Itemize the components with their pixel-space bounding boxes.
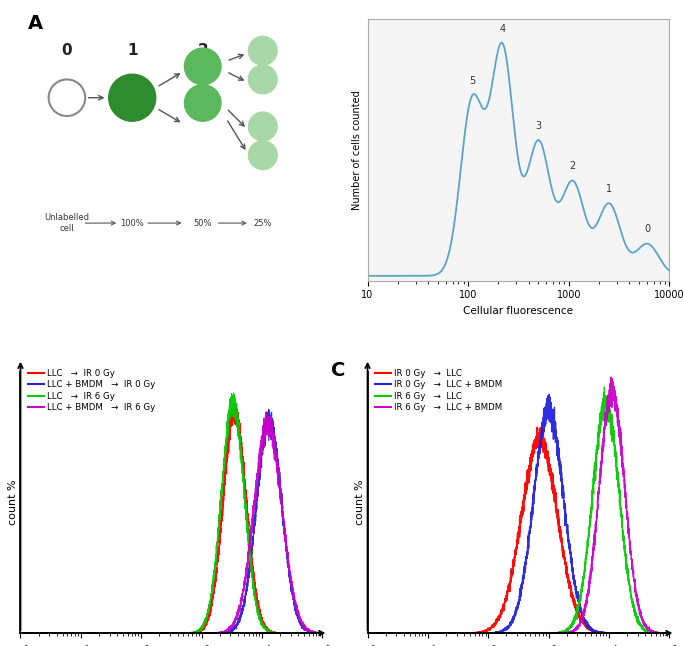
- Text: 0: 0: [61, 43, 72, 58]
- Y-axis label: count %: count %: [354, 480, 365, 525]
- Text: 100%: 100%: [120, 218, 144, 227]
- Circle shape: [48, 79, 85, 116]
- Circle shape: [249, 65, 277, 94]
- Text: 5: 5: [469, 76, 475, 86]
- Text: 1: 1: [127, 43, 137, 58]
- Text: 25%: 25%: [253, 218, 272, 227]
- X-axis label: Cellular fluorescence: Cellular fluorescence: [464, 306, 574, 316]
- Legend: LLC   →  IR 0 Gy, LLC + BMDM   →  IR 0 Gy, LLC   →  IR 6 Gy, LLC + BMDM   →  IR : LLC → IR 0 Gy, LLC + BMDM → IR 0 Gy, LLC…: [25, 366, 159, 415]
- Y-axis label: Number of cells counted: Number of cells counted: [352, 90, 362, 210]
- Text: Unlabelled
cell: Unlabelled cell: [44, 213, 89, 233]
- Text: 4: 4: [499, 24, 505, 34]
- Text: A: A: [28, 14, 43, 33]
- Circle shape: [249, 141, 277, 169]
- Text: C: C: [331, 362, 346, 380]
- Text: 2: 2: [570, 162, 576, 171]
- Legend: IR 0 Gy   →  LLC, IR 0 Gy   →  LLC + BMDM, IR 6 Gy   →  LLC, IR 6 Gy   →  LLC + : IR 0 Gy → LLC, IR 0 Gy → LLC + BMDM, IR …: [372, 366, 506, 415]
- Circle shape: [184, 48, 221, 85]
- Text: 3: 3: [535, 121, 542, 130]
- Y-axis label: count %: count %: [8, 480, 18, 525]
- Circle shape: [184, 85, 221, 121]
- Text: 2: 2: [197, 43, 208, 58]
- Circle shape: [249, 112, 277, 141]
- Circle shape: [249, 36, 277, 65]
- Circle shape: [109, 74, 156, 121]
- Text: 0: 0: [644, 224, 650, 234]
- Text: 1: 1: [606, 184, 612, 194]
- Text: 50%: 50%: [193, 218, 212, 227]
